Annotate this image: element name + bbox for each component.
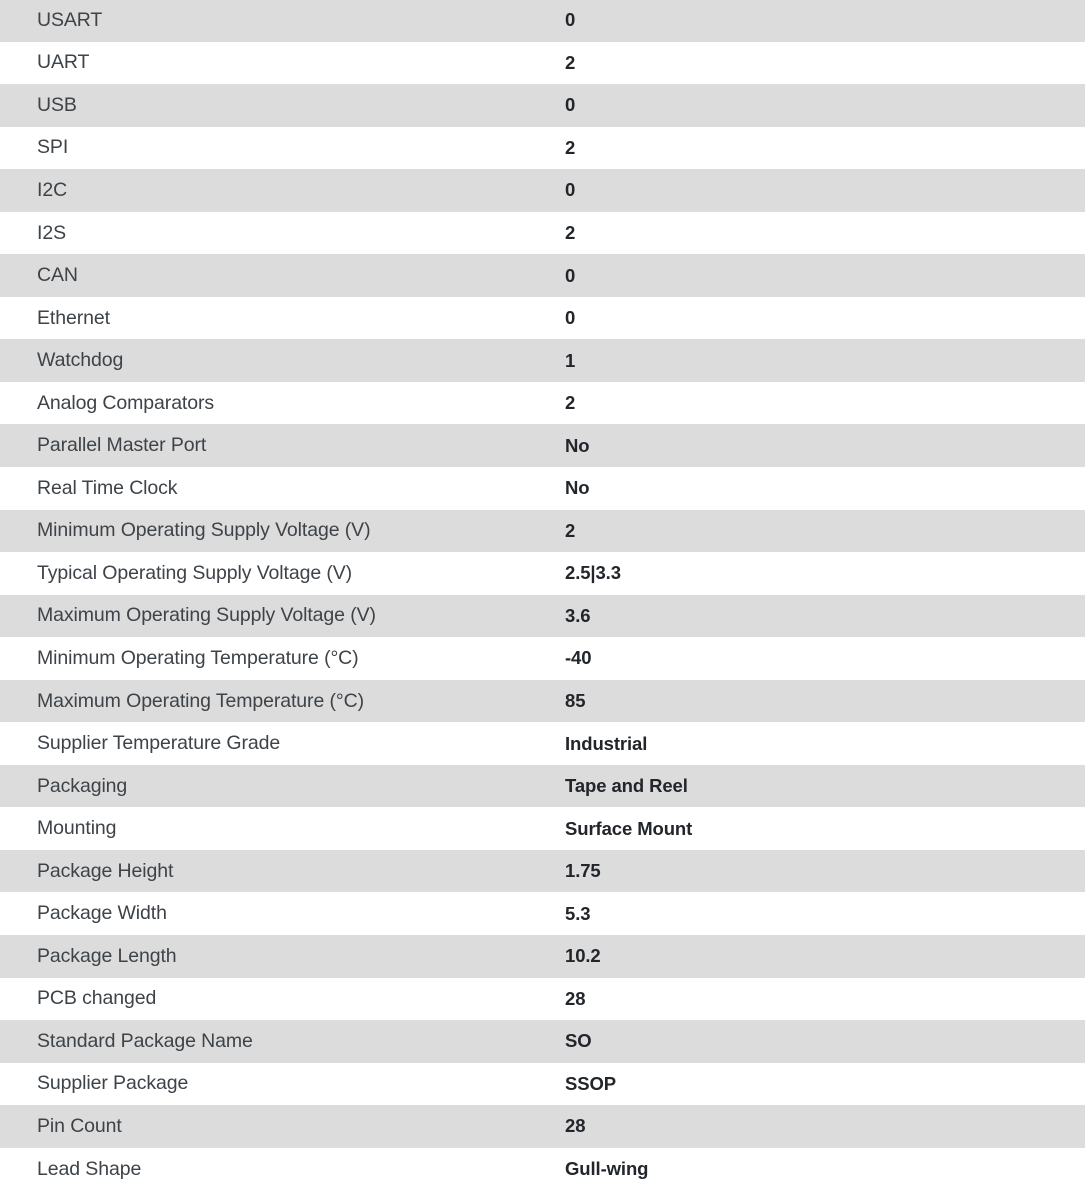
table-row: Lead Shape Gull-wing	[0, 1147, 1085, 1190]
spec-label: Analog Comparators	[37, 391, 215, 414]
table-row: Minimum Operating Temperature (°C) -40	[0, 637, 1085, 680]
spec-value: -40	[565, 647, 592, 669]
table-row: Analog Comparators 2	[0, 381, 1085, 425]
spec-value: SSOP	[565, 1072, 617, 1094]
spec-value: 2	[565, 519, 576, 541]
table-row: Real Time Clock No	[0, 467, 1085, 510]
spec-label: CAN	[37, 264, 78, 287]
table-row: SPI 2	[0, 126, 1085, 170]
table-row: Package Width 5.3	[0, 892, 1085, 936]
spec-label: Parallel Master Port	[37, 434, 207, 457]
table-row: Supplier Package SSOP	[0, 1062, 1085, 1106]
spec-label: PCB changed	[37, 987, 157, 1010]
spec-value: 2.5|3.3	[565, 562, 621, 584]
spec-label: Supplier Package	[37, 1072, 189, 1095]
spec-label: Packaging	[37, 774, 128, 797]
table-row: CAN 0	[0, 254, 1085, 297]
table-row: I2C 0	[0, 169, 1085, 212]
table-row: USB 0	[0, 84, 1085, 127]
spec-value: 0	[565, 264, 576, 286]
spec-label: Mounting	[37, 817, 117, 840]
spec-value: SO	[565, 1030, 592, 1052]
table-row: Maximum Operating Supply Voltage (V) 3.6	[0, 594, 1085, 638]
spec-value: 2	[565, 136, 576, 158]
table-row: Standard Package Name SO	[0, 1020, 1085, 1063]
table-row: Supplier Temperature Grade Industrial	[0, 722, 1085, 765]
table-row: UART 2	[0, 41, 1085, 85]
spec-value: Industrial	[565, 732, 648, 754]
spec-value: 2	[565, 51, 576, 73]
table-row: Ethernet 0	[0, 296, 1085, 340]
table-row: Package Length 10.2	[0, 935, 1085, 978]
spec-label: UART	[37, 51, 90, 74]
table-row: Minimum Operating Supply Voltage (V) 2	[0, 509, 1085, 553]
table-row: Parallel Master Port No	[0, 424, 1085, 468]
table-row: PCB changed 28	[0, 977, 1085, 1021]
spec-label: I2S	[37, 221, 66, 244]
spec-label: I2C	[37, 178, 68, 201]
spec-label: Package Length	[37, 944, 177, 967]
table-row: Typical Operating Supply Voltage (V) 2.5|…	[0, 552, 1085, 595]
spec-label: Minimum Operating Temperature (°C)	[37, 646, 359, 669]
table-row: Pin Count 28	[0, 1105, 1085, 1148]
table-row: USART 0	[0, 0, 1085, 42]
spec-value: 0	[565, 307, 576, 329]
spec-label: Real Time Clock	[37, 476, 178, 499]
spec-value: 1.75	[565, 860, 601, 882]
spec-value: 1	[565, 349, 576, 371]
table-row: I2S 2	[0, 211, 1085, 255]
spec-value: 28	[565, 987, 586, 1009]
table-row: Mounting Surface Mount	[0, 807, 1085, 850]
spec-label: Package Width	[37, 902, 167, 925]
spec-value: Tape and Reel	[565, 775, 688, 797]
spec-value: 5.3	[565, 902, 591, 924]
spec-value: 0	[565, 94, 576, 116]
spec-value: No	[565, 434, 590, 456]
spec-label: Watchdog	[37, 349, 124, 372]
spec-label: Maximum Operating Temperature (°C)	[37, 689, 364, 712]
spec-label: SPI	[37, 136, 69, 159]
spec-label: Package Height	[37, 859, 174, 882]
spec-value: Gull-wing	[565, 1158, 649, 1180]
spec-label: Lead Shape	[37, 1157, 142, 1180]
spec-value: No	[565, 477, 590, 499]
spec-label: Standard Package Name	[37, 1029, 253, 1052]
spec-value: 0	[565, 179, 576, 201]
spec-label: Maximum Operating Supply Voltage (V)	[37, 604, 376, 627]
spec-label: Minimum Operating Supply Voltage (V)	[37, 519, 371, 542]
spec-value: 0	[565, 9, 576, 31]
spec-value: 85	[565, 690, 586, 712]
table-row: Package Height 1.75	[0, 849, 1085, 893]
spec-value: 2	[565, 222, 576, 243]
spec-label: Supplier Temperature Grade	[37, 732, 281, 755]
spec-label: Ethernet	[37, 306, 110, 329]
table-row: Packaging Tape and Reel	[0, 764, 1085, 808]
spec-value: Surface Mount	[565, 817, 693, 839]
spec-label: USB	[37, 93, 77, 116]
spec-value: 10.2	[565, 945, 601, 967]
spec-label: USART	[37, 8, 103, 31]
spec-label: Typical Operating Supply Voltage (V)	[37, 561, 353, 584]
spec-value: 28	[565, 1115, 586, 1137]
spec-label: Pin Count	[37, 1114, 122, 1137]
spec-value: 3.6	[565, 604, 591, 626]
table-row: Watchdog 1	[0, 339, 1085, 382]
table-row: Maximum Operating Temperature (°C) 85	[0, 679, 1085, 723]
spec-value: 2	[565, 392, 576, 414]
